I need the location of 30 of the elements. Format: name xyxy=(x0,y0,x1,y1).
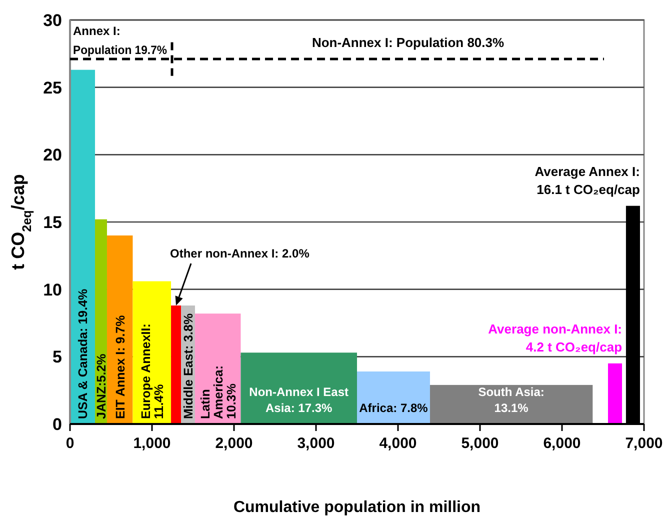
x-tick-label: 7,000 xyxy=(625,435,663,452)
annotation: Other non-Annex I: 2.0% xyxy=(170,246,310,260)
annotation: South Asia: 13.1% xyxy=(478,385,544,415)
annotation: Europe AnnexII: 11.4% xyxy=(138,324,166,419)
annotation: Africa: 7.8% xyxy=(359,401,428,415)
annotation: Latin America: 10.3% xyxy=(198,366,238,419)
y-tick-label: 20 xyxy=(43,146,62,165)
annotation: JANZ:5.2% xyxy=(94,354,108,419)
x-tick-label: 1,000 xyxy=(133,435,171,452)
y-tick-label: 5 xyxy=(52,348,62,367)
y-tick-label: 10 xyxy=(43,280,62,300)
ref-line-label: Annex I: Population 19.7% xyxy=(73,24,172,57)
annotation: Average non-Annex I: 4.2 t CO₂eq/cap xyxy=(488,321,622,354)
x-tick-label: 4,000 xyxy=(379,435,417,452)
annotation: Middle East: 3.8% xyxy=(182,313,196,419)
annotation: EIT Annex I: 9.7% xyxy=(113,315,128,419)
annotation: Average Annex I: 16.1 t CO₂eq/cap xyxy=(534,164,640,197)
annotation: Non-Annex I East Asia: 17.3% xyxy=(249,385,349,415)
ref-line-label: Non-Annex I: Population 80.3% xyxy=(312,35,505,50)
x-tick-label: 5,000 xyxy=(461,435,499,452)
x-tick-label: 6,000 xyxy=(543,435,581,452)
y-tick-label: 30 xyxy=(43,11,62,30)
x-tick-label: 3,000 xyxy=(297,435,335,452)
x-tick-label: 0 xyxy=(66,435,74,452)
x-axis-title: Cumulative population in million xyxy=(233,499,481,516)
y-tick-label: 25 xyxy=(43,78,62,98)
y-tick-label: 0 xyxy=(52,415,62,434)
x-tick-label: 2,000 xyxy=(215,435,253,452)
y-tick-label: 15 xyxy=(43,213,62,232)
annotation: USA & Canada: 19.4% xyxy=(76,288,90,419)
